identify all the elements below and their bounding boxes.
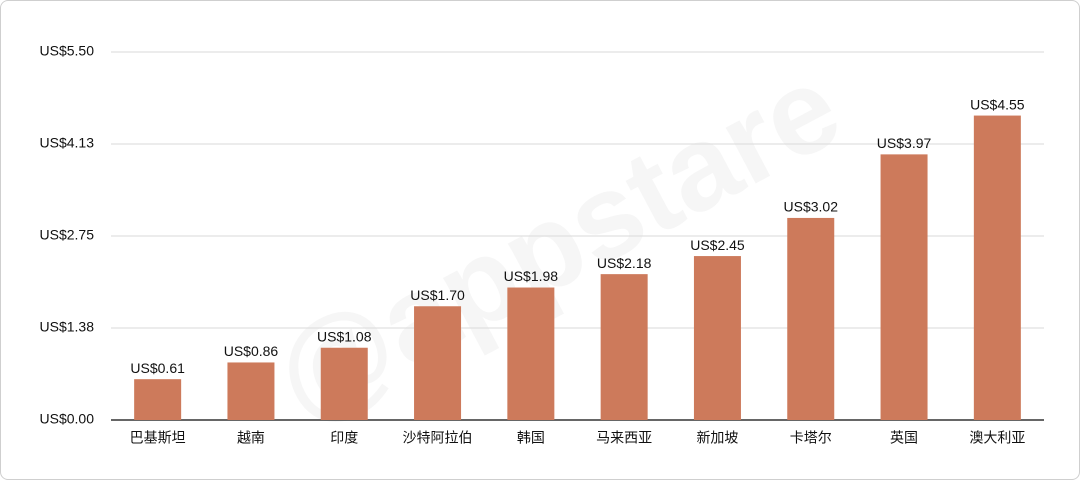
value-label: US$0.61	[130, 360, 185, 376]
value-label: US$3.97	[877, 135, 932, 151]
bar	[693, 256, 741, 420]
y-tick-label: US$4.13	[40, 135, 95, 151]
x-tick-label: 沙特阿拉伯	[403, 430, 473, 446]
value-label: US$2.45	[690, 237, 745, 253]
value-label: US$1.70	[410, 287, 465, 303]
bar	[880, 154, 928, 420]
value-label: US$0.86	[224, 343, 279, 359]
y-tick-label: US$1.38	[40, 319, 95, 335]
bar	[134, 379, 182, 420]
bar	[973, 115, 1021, 421]
value-label: US$1.08	[317, 328, 372, 344]
x-tick-label: 英国	[890, 430, 918, 446]
x-tick-label: 卡塔尔	[790, 430, 832, 446]
bar	[320, 347, 368, 420]
value-label: US$4.55	[970, 96, 1025, 112]
bar	[787, 217, 835, 420]
bar	[414, 306, 462, 420]
value-label: US$1.98	[504, 268, 559, 284]
x-tick-label: 马来西亚	[596, 430, 652, 446]
y-tick-label: US$2.75	[40, 227, 95, 243]
bar	[227, 362, 275, 420]
x-tick-label: 澳大利亚	[969, 430, 1025, 446]
x-tick-label: 巴基斯坦	[130, 430, 186, 446]
bar	[507, 287, 555, 420]
x-tick-label: 韩国	[517, 430, 545, 446]
value-label: US$3.02	[784, 199, 839, 215]
y-tick-label: US$5.50	[40, 43, 95, 59]
x-tick-label: 新加坡	[696, 430, 738, 446]
x-tick-label: 越南	[237, 430, 265, 446]
y-tick-label: US$0.00	[40, 411, 95, 427]
bar	[600, 274, 648, 420]
x-tick-label: 印度	[330, 430, 358, 446]
value-label: US$2.18	[597, 255, 652, 271]
